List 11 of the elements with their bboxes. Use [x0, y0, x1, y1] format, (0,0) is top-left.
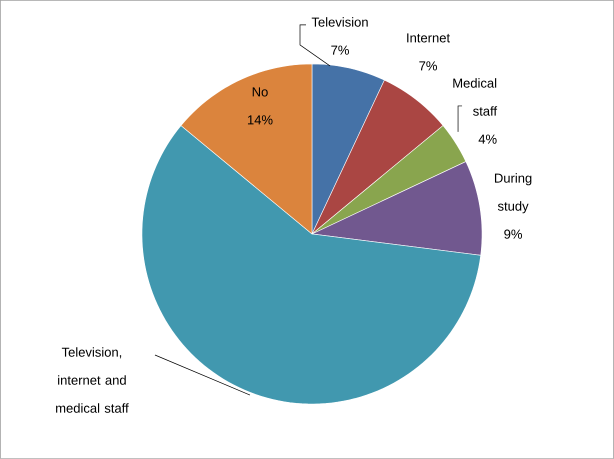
slice-label: Television [312, 17, 368, 27]
slice-label: No [252, 87, 268, 97]
data-label: 4% [478, 134, 497, 144]
data-label: 7% [331, 46, 349, 55]
data-label: 14% [248, 115, 273, 124]
category-label: Television, internet and medical staff [56, 347, 129, 413]
slice-label: Internet [407, 33, 450, 42]
category-label: During study [494, 173, 532, 214]
data-label: 9% [504, 230, 522, 239]
category-label: Medical staff [453, 78, 498, 116]
data-label: 7% [419, 61, 437, 70]
